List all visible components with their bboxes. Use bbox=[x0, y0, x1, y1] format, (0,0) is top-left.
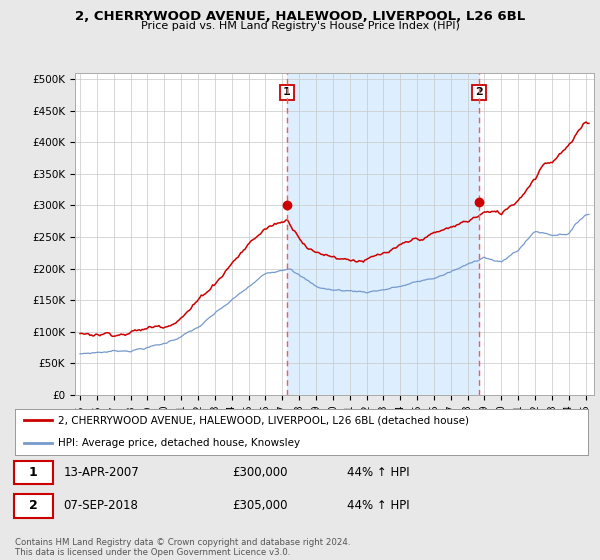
Text: 44% ↑ HPI: 44% ↑ HPI bbox=[347, 500, 410, 512]
Text: 2: 2 bbox=[475, 87, 483, 97]
Text: 2, CHERRYWOOD AVENUE, HALEWOOD, LIVERPOOL, L26 6BL: 2, CHERRYWOOD AVENUE, HALEWOOD, LIVERPOO… bbox=[75, 10, 525, 23]
Text: 1: 1 bbox=[29, 466, 38, 479]
Text: Contains HM Land Registry data © Crown copyright and database right 2024.
This d: Contains HM Land Registry data © Crown c… bbox=[15, 538, 350, 557]
Text: 2: 2 bbox=[29, 500, 38, 512]
Text: 2, CHERRYWOOD AVENUE, HALEWOOD, LIVERPOOL, L26 6BL (detached house): 2, CHERRYWOOD AVENUE, HALEWOOD, LIVERPOO… bbox=[58, 416, 469, 425]
FancyBboxPatch shape bbox=[14, 494, 53, 518]
FancyBboxPatch shape bbox=[14, 460, 53, 484]
Text: 44% ↑ HPI: 44% ↑ HPI bbox=[347, 466, 410, 479]
Text: 1: 1 bbox=[283, 87, 291, 97]
Text: £305,000: £305,000 bbox=[233, 500, 288, 512]
Text: HPI: Average price, detached house, Knowsley: HPI: Average price, detached house, Know… bbox=[58, 438, 300, 448]
Text: 07-SEP-2018: 07-SEP-2018 bbox=[64, 500, 139, 512]
Text: Price paid vs. HM Land Registry's House Price Index (HPI): Price paid vs. HM Land Registry's House … bbox=[140, 21, 460, 31]
Text: £300,000: £300,000 bbox=[233, 466, 288, 479]
Bar bbox=[287, 73, 479, 395]
Text: 13-APR-2007: 13-APR-2007 bbox=[64, 466, 139, 479]
